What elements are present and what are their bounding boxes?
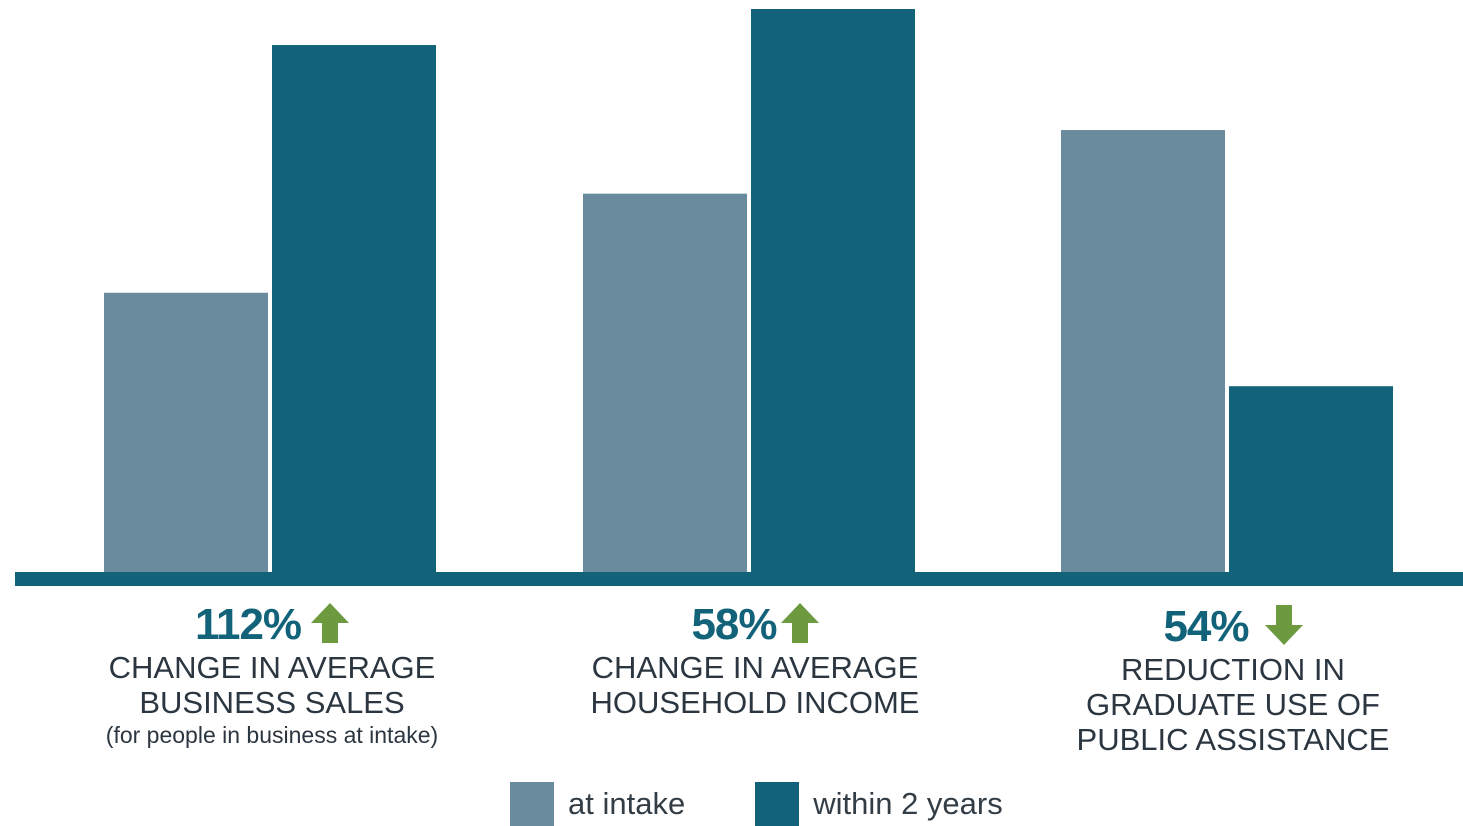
group-description-line: REDUCTION IN	[1121, 652, 1345, 687]
bar-at-intake-3	[1061, 130, 1225, 573]
group-label-public-assistance: 54% REDUCTION IN GRADUATE USE OF PUBLIC …	[1013, 602, 1453, 757]
arrow-up-icon	[311, 602, 350, 648]
percent-value: 58%	[691, 600, 777, 649]
arrow-down-icon	[1264, 604, 1303, 650]
bar-at-intake-1	[104, 292, 268, 572]
group-description-line: BUSINESS SALES	[139, 685, 405, 720]
chart-legend: at intake within 2 years	[510, 782, 1073, 826]
legend-label: within 2 years	[813, 786, 1003, 821]
bar-at-intake-2	[583, 193, 747, 572]
group-description-line: PUBLIC ASSISTANCE	[1076, 722, 1390, 757]
bar-chart	[15, 9, 1463, 586]
legend-item-at-intake: at intake	[510, 782, 685, 826]
bar-within-2-years-3	[1229, 386, 1393, 572]
percent-value: 54%	[1163, 602, 1249, 651]
group-description-line: HOUSEHOLD INCOME	[590, 685, 920, 720]
bar-within-2-years-1	[272, 45, 436, 573]
legend-swatch-within-2-years	[755, 782, 800, 826]
group-label-business-sales: 112% CHANGE IN AVERAGE BUSINESS SALES (f…	[52, 600, 492, 750]
group-description-line: CHANGE IN AVERAGE	[591, 650, 919, 685]
legend-label: at intake	[568, 786, 686, 821]
bar-within-2-years-2	[751, 9, 915, 572]
percent-value: 112%	[194, 600, 302, 649]
chart-baseline	[15, 572, 1463, 586]
group-note: (for people in business at intake)	[105, 722, 439, 748]
group-label-household-income: 58% CHANGE IN AVERAGE HOUSEHOLD INCOME	[535, 600, 975, 720]
bars-layer	[104, 9, 1393, 573]
arrow-up-icon	[780, 602, 819, 648]
group-description-line: CHANGE IN AVERAGE	[108, 650, 436, 685]
legend-swatch-at-intake	[510, 782, 554, 826]
legend-item-within-2-years: within 2 years	[755, 782, 1003, 826]
group-description-line: GRADUATE USE OF	[1086, 687, 1380, 722]
